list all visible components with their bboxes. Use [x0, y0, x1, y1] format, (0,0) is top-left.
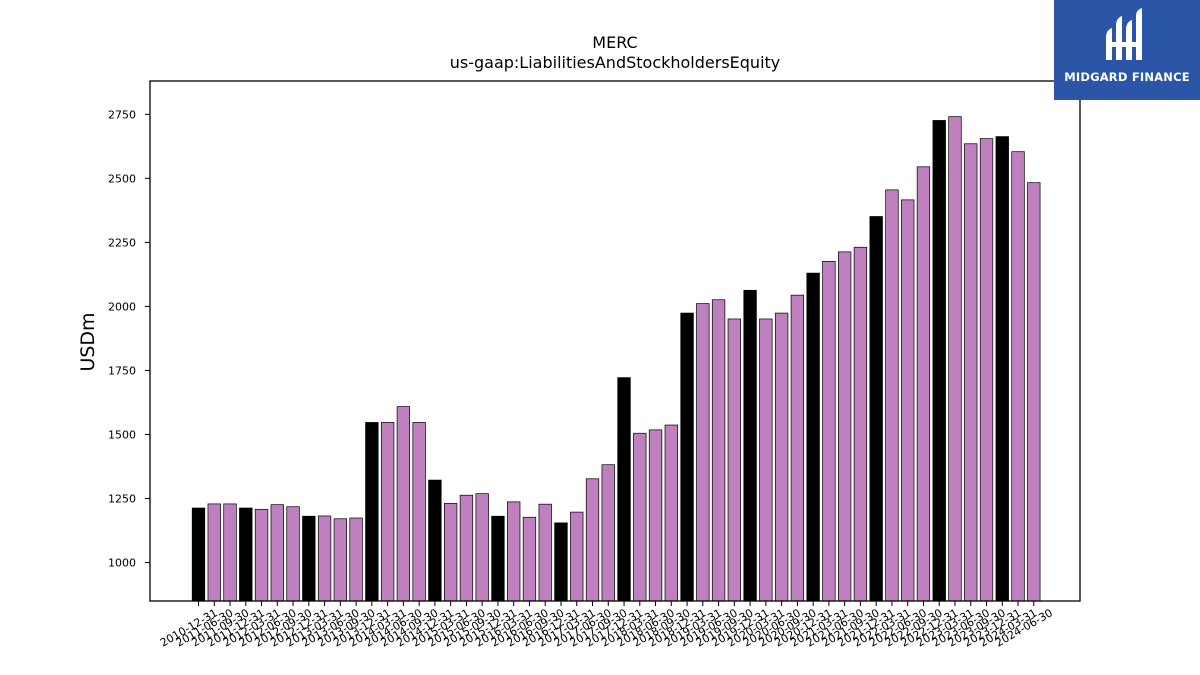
bar-2015-03-31 — [459, 494, 474, 602]
midgard-logo-icon — [1106, 8, 1142, 60]
bar-2012-03-31 — [270, 504, 284, 602]
bar-2016-09-30 — [554, 522, 568, 602]
bar-2012-12-31 — [317, 515, 332, 602]
bar-2011-06-30 — [223, 503, 237, 602]
y-tick-label: 1000 — [108, 557, 136, 570]
y-tick-label: 1250 — [108, 493, 136, 506]
y-tick-label: 1750 — [108, 364, 136, 377]
y-axis-label: USDm — [77, 312, 99, 371]
bar-2013-09-30 — [365, 422, 379, 602]
bar-2023-12-31 — [1011, 151, 1025, 602]
bar-2016-03-31 — [522, 516, 537, 602]
bar-2012-06-30 — [286, 506, 300, 602]
bar-2021-03-31 — [838, 251, 852, 602]
bar-2014-12-31 — [444, 503, 458, 602]
bar-2013-06-30 — [349, 517, 363, 602]
bar-2013-03-31 — [333, 518, 347, 602]
bar-2011-12-31 — [254, 508, 269, 602]
y-tick-label: 2000 — [108, 300, 136, 313]
y-tick-label: 1500 — [108, 428, 136, 441]
y-tick-label: 2750 — [108, 108, 136, 121]
bar-2011-09-30 — [239, 507, 253, 602]
y-tick-label: 2500 — [108, 172, 136, 185]
chart-subtitle: us-gaap:LiabilitiesAndStockholdersEquity — [450, 53, 781, 72]
bar-2022-09-30 — [932, 120, 946, 602]
bar-2010-12-31 — [191, 507, 206, 602]
bar-2018-03-31 — [648, 429, 663, 602]
bar-2023-03-31 — [964, 143, 978, 602]
bar-2017-09-30 — [617, 377, 631, 602]
bar-2012-09-30 — [302, 515, 316, 602]
bar-2022-03-31 — [901, 199, 915, 602]
bar-2016-12-31 — [570, 511, 584, 602]
bar-2021-09-30 — [869, 216, 883, 602]
bar-2014-03-31 — [396, 406, 411, 602]
chart-title: MERC — [592, 33, 637, 52]
bar-2018-09-30 — [680, 312, 694, 602]
x-axis-ticks: 2010-12-312011-06-302011-09-302011-12-31… — [158, 601, 1055, 650]
bar-2024-03-31 — [1027, 182, 1041, 602]
bar-2018-12-31 — [696, 303, 710, 602]
bar-2020-06-30 — [790, 294, 805, 602]
bar-2022-06-30 — [916, 166, 931, 602]
bar-2021-12-31 — [885, 189, 899, 602]
bar-2020-03-31 — [774, 312, 789, 602]
bar-2023-09-30 — [995, 136, 1009, 602]
bar-2019-12-31 — [759, 318, 773, 602]
bar-2022-12-31 — [948, 116, 962, 602]
bar-2020-09-30 — [806, 272, 820, 602]
bar-2017-12-31 — [633, 432, 647, 602]
bar-2019-03-31 — [711, 299, 726, 602]
bar-2020-12-31 — [822, 260, 836, 602]
bar-2015-12-31 — [507, 501, 521, 602]
bar-2015-09-30 — [491, 515, 505, 602]
bar-2023-06-30 — [979, 138, 994, 602]
plot-frame — [149, 80, 1081, 602]
bar-2016-06-30 — [538, 503, 552, 602]
bar-2017-03-31 — [585, 478, 600, 602]
logo-text: MIDGARD FINANCE — [1064, 70, 1190, 84]
bar-2015-06-30 — [475, 493, 489, 602]
bars-group — [191, 116, 1041, 602]
bar-2019-06-30 — [727, 318, 741, 602]
bar-2014-09-30 — [428, 479, 442, 602]
y-tick-label: 2250 — [108, 236, 136, 249]
bar-2011-03-31 — [207, 503, 221, 602]
bar-2018-06-30 — [664, 424, 678, 602]
bar-2017-06-30 — [601, 464, 615, 602]
y-axis-ticks: 1000 1250 1500 1750 2000 2250 2500 2750 — [108, 108, 150, 570]
brand-logo: MIDGARD FINANCE — [1054, 0, 1200, 100]
bar-2021-06-30 — [853, 246, 868, 602]
bar-2013-12-31 — [380, 422, 395, 602]
bar-2014-06-30 — [412, 422, 426, 602]
bar-2019-09-30 — [743, 289, 757, 602]
